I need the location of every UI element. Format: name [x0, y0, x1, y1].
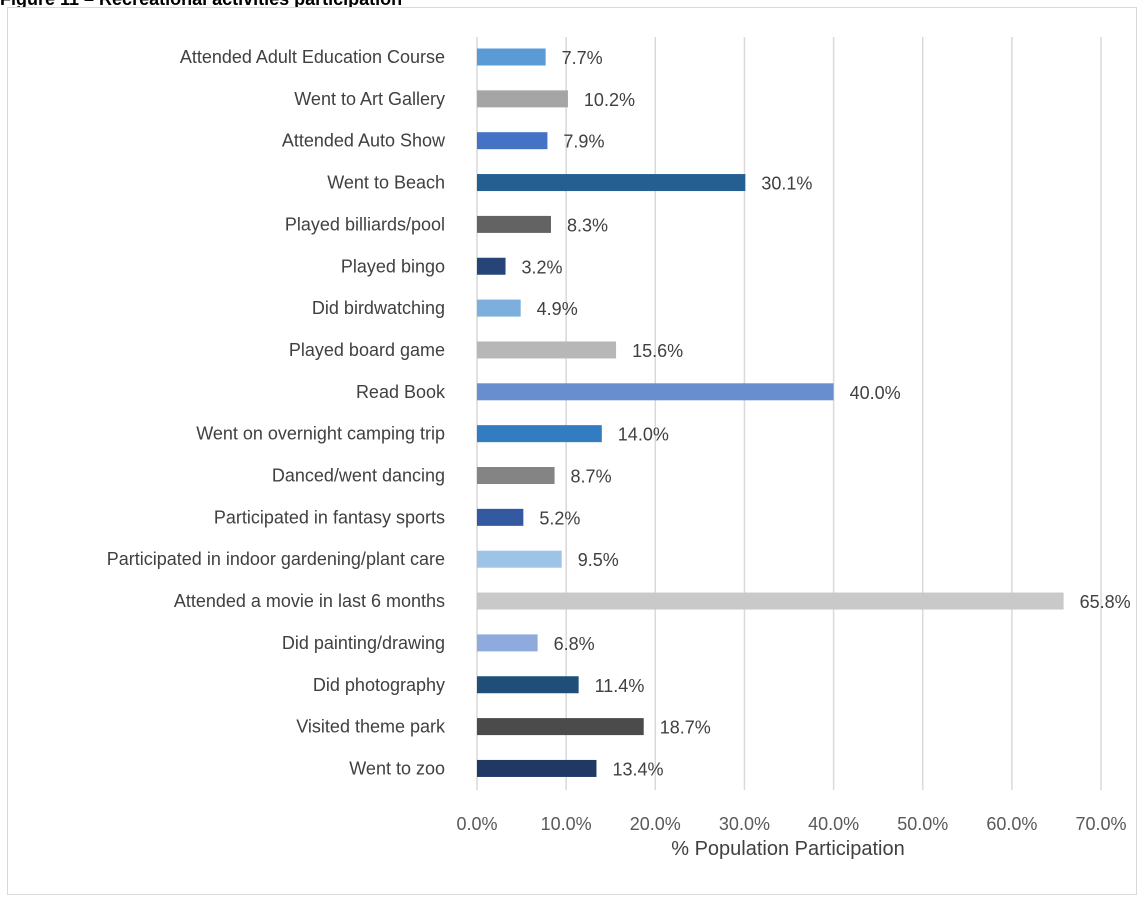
category-label: Went on overnight camping trip	[196, 424, 445, 444]
bar	[477, 299, 521, 317]
bar	[477, 592, 1064, 610]
value-label: 30.1%	[761, 174, 812, 194]
value-label: 8.7%	[571, 467, 612, 487]
category-label: Played board game	[289, 340, 445, 360]
value-label: 6.8%	[554, 634, 595, 654]
bars	[477, 48, 1064, 777]
bar	[477, 215, 551, 233]
value-label: 14.0%	[618, 425, 669, 445]
x-tick-label: 20.0%	[630, 814, 681, 834]
value-label: 13.4%	[612, 759, 663, 779]
x-tick-label: 60.0%	[986, 814, 1037, 834]
x-tick-label: 10.0%	[541, 814, 592, 834]
chart-area	[7, 7, 1137, 895]
bar	[477, 383, 834, 401]
bar	[477, 759, 597, 777]
bar	[477, 508, 524, 526]
bar	[477, 257, 506, 275]
value-labels: 7.7% 10.2% 7.9% 30.1% 8.3% 3.2% 4.9% 15.6% 40.0%…	[522, 48, 1131, 779]
category-label: Went to zoo	[349, 758, 445, 778]
bar	[477, 425, 602, 443]
value-label: 40.0%	[850, 383, 901, 403]
category-label: Participated in indoor gardening/plant c…	[107, 549, 445, 569]
x-tick-label: 70.0%	[1076, 814, 1127, 834]
category-label: Played billiards/pool	[285, 214, 445, 234]
value-label: 11.4%	[595, 676, 645, 696]
category-label: Read Book	[356, 382, 446, 402]
bar	[477, 341, 617, 359]
bar	[477, 550, 562, 568]
figure-caption: Figure 11 – Recreational activities part…	[0, 0, 402, 10]
x-tick-label: 30.0%	[719, 814, 770, 834]
bar	[477, 467, 555, 484]
x-axis-title: % Population Participation	[671, 838, 904, 860]
value-label: 18.7%	[660, 718, 711, 738]
value-label: 10.2%	[584, 90, 635, 110]
category-label: Participated in fantasy sports	[214, 507, 445, 527]
category-label: Went to Art Gallery	[294, 89, 445, 109]
x-axis-ticks: 0.0% 10.0% 20.0% 30.0% 40.0% 50.0% 60.0% 70.0%	[456, 814, 1126, 834]
value-label: 7.9%	[563, 132, 604, 152]
bar	[477, 90, 568, 108]
x-tick-label: 0.0%	[456, 814, 497, 834]
bar	[477, 718, 644, 736]
value-label: 8.3%	[567, 215, 608, 235]
gridlines	[476, 37, 1102, 790]
value-label: 9.5%	[578, 550, 619, 570]
x-tick-label: 50.0%	[897, 814, 948, 834]
category-label: Visited theme park	[296, 717, 446, 737]
bar	[477, 634, 538, 652]
category-label: Attended Adult Education Course	[180, 47, 445, 67]
category-label: Did painting/drawing	[282, 633, 445, 653]
value-label: 3.2%	[522, 257, 563, 277]
value-label: 15.6%	[632, 341, 683, 361]
bar	[477, 676, 579, 694]
value-label: 4.9%	[537, 299, 578, 319]
bar	[477, 174, 746, 192]
category-label: Attended a movie in last 6 months	[174, 591, 445, 611]
category-label: Went to Beach	[327, 173, 445, 193]
category-label: Did photography	[313, 675, 445, 695]
category-label: Played bingo	[341, 256, 445, 276]
category-label: Attended Auto Show	[282, 131, 446, 151]
value-label: 7.7%	[562, 48, 603, 68]
category-label: Danced/went dancing	[272, 466, 445, 486]
category-labels: Attended Adult Education Course Went to A…	[107, 47, 446, 778]
bar	[477, 132, 548, 150]
x-tick-label: 40.0%	[808, 814, 859, 834]
bar	[477, 48, 546, 66]
value-label: 65.8%	[1080, 592, 1131, 612]
category-label: Did birdwatching	[312, 298, 445, 318]
value-label: 5.2%	[539, 508, 580, 528]
